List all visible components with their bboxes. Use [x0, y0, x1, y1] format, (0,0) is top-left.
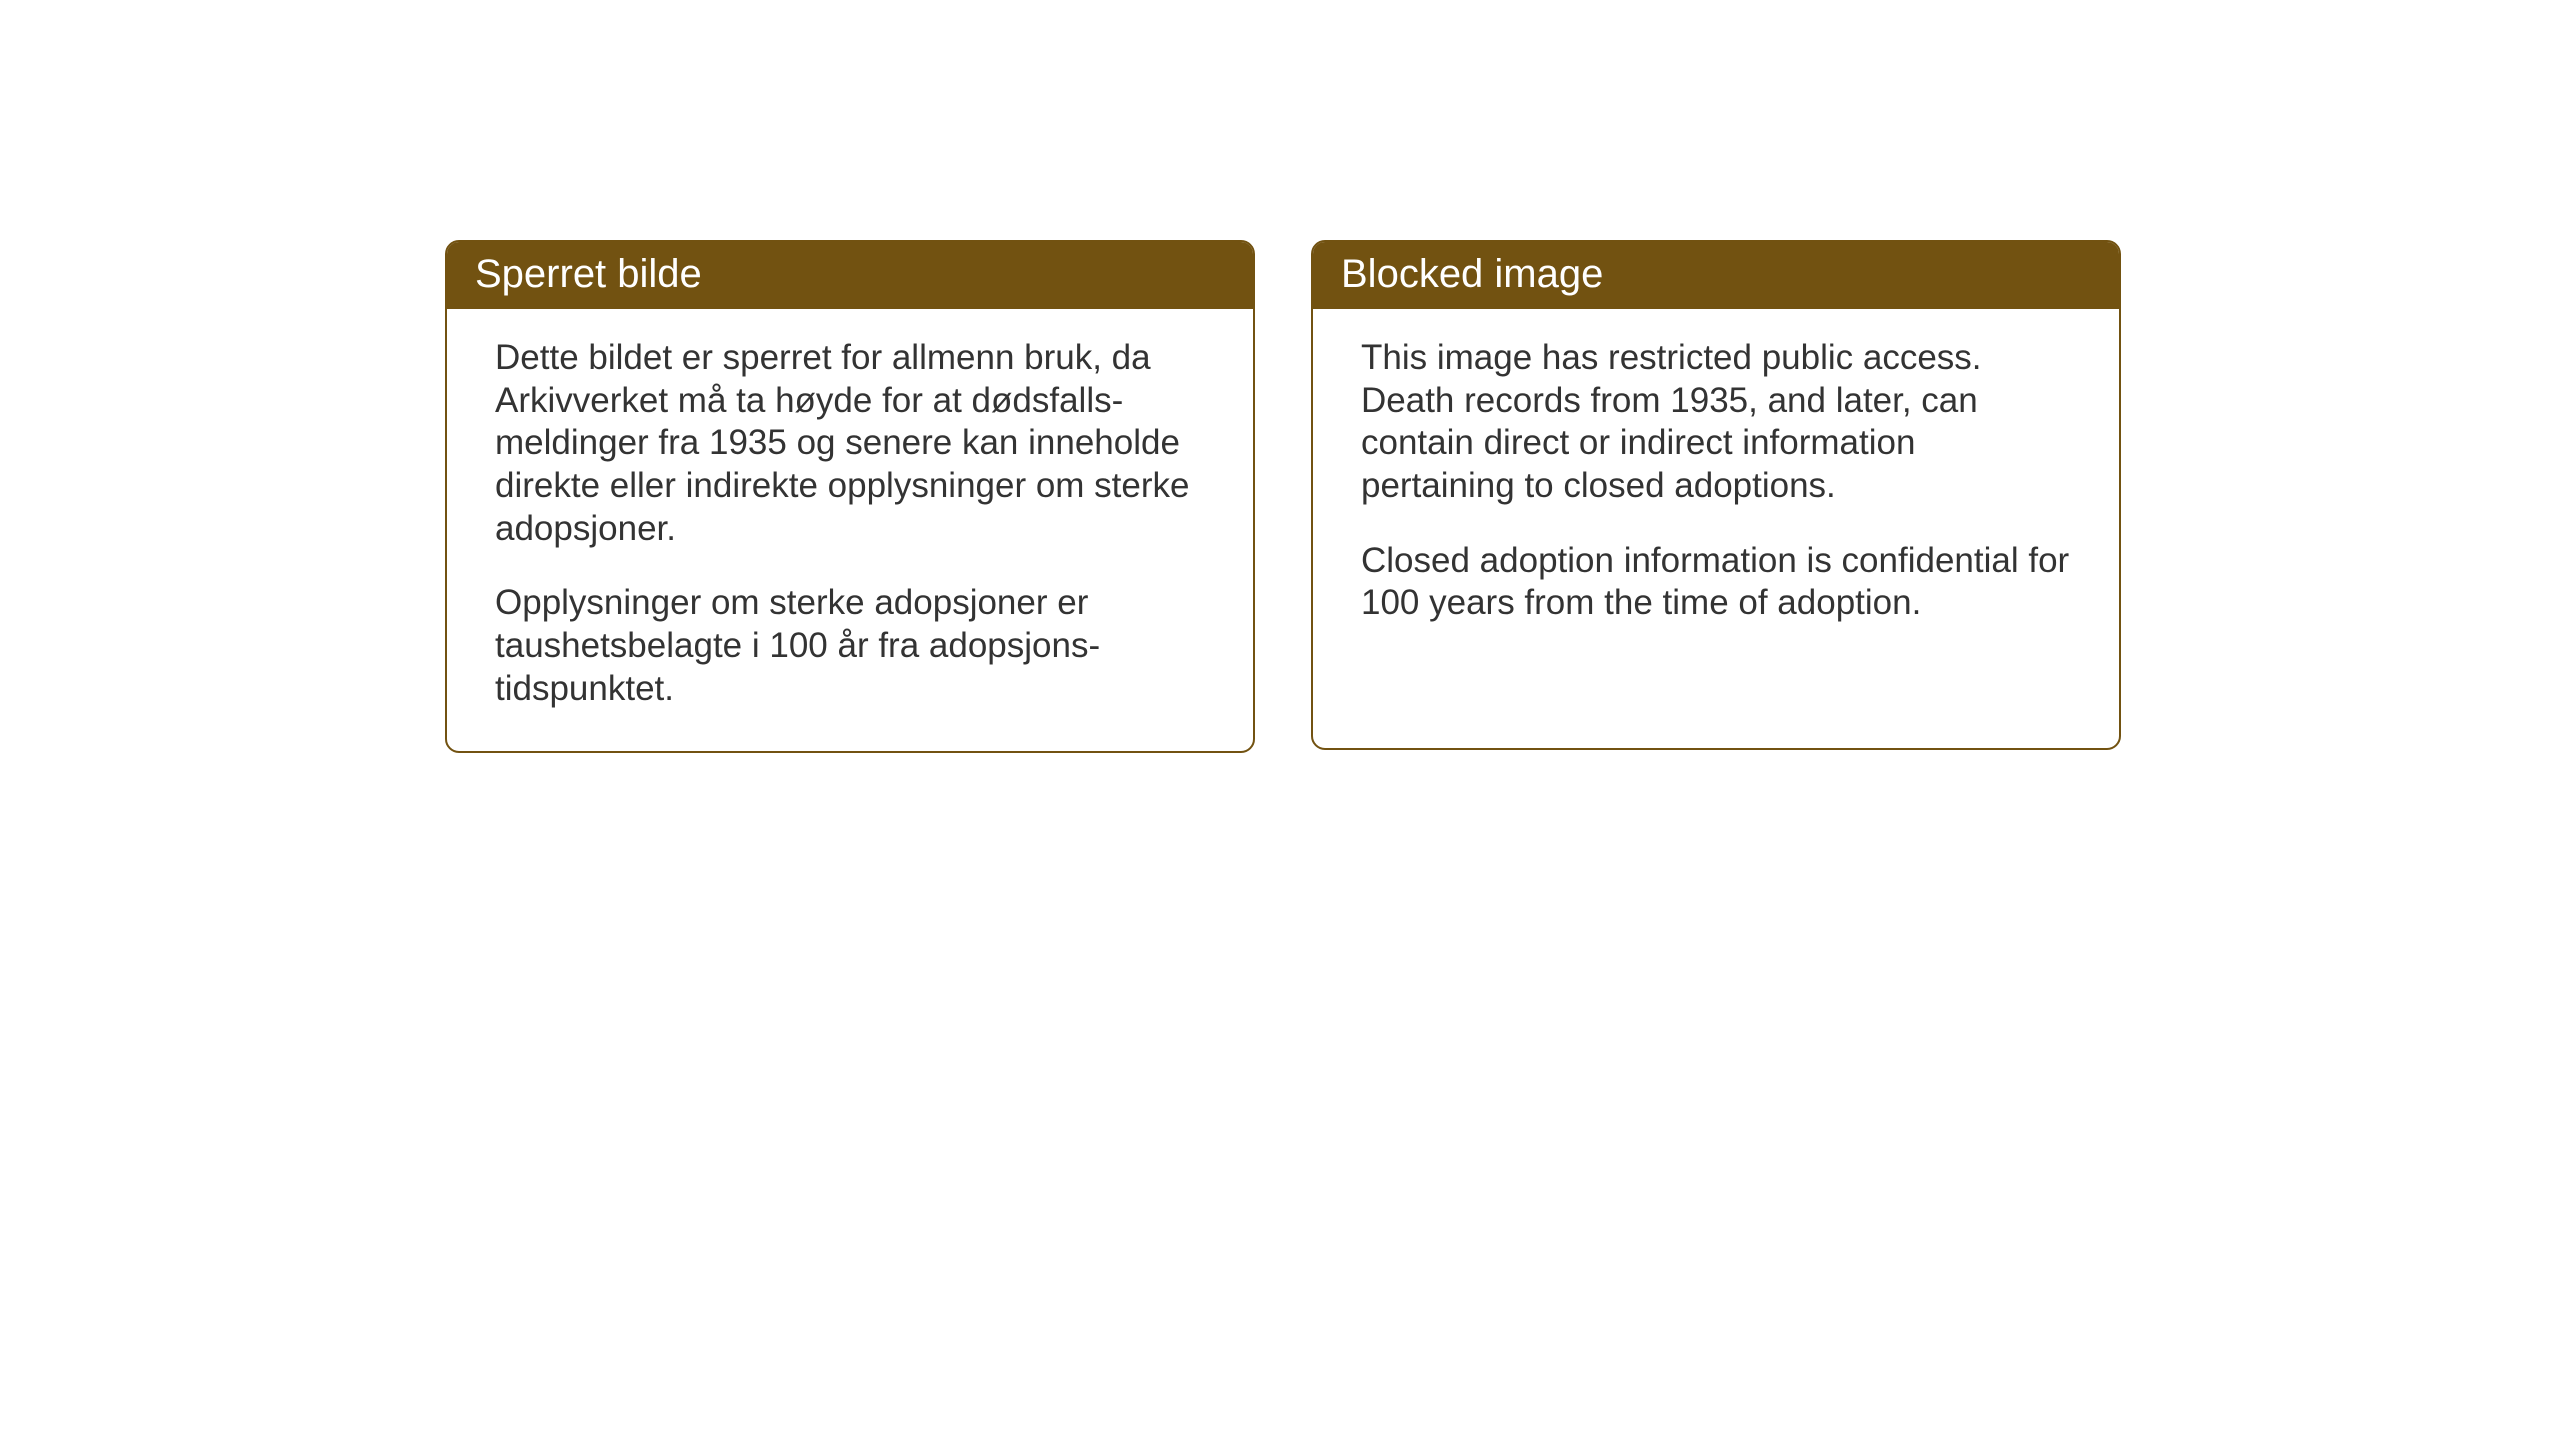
- norwegian-paragraph-2: Opplysninger om sterke adopsjoner er tau…: [495, 582, 1205, 710]
- norwegian-card-body: Dette bildet er sperret for allmenn bruk…: [447, 309, 1253, 751]
- english-card-header: Blocked image: [1313, 242, 2119, 309]
- norwegian-paragraph-1: Dette bildet er sperret for allmenn bruk…: [495, 337, 1205, 550]
- norwegian-card-header: Sperret bilde: [447, 242, 1253, 309]
- english-notice-card: Blocked image This image has restricted …: [1311, 240, 2121, 750]
- english-paragraph-2: Closed adoption information is confident…: [1361, 540, 2071, 625]
- norwegian-notice-card: Sperret bilde Dette bildet er sperret fo…: [445, 240, 1255, 753]
- english-paragraph-1: This image has restricted public access.…: [1361, 337, 2071, 508]
- english-card-body: This image has restricted public access.…: [1313, 309, 2119, 665]
- notice-cards-container: Sperret bilde Dette bildet er sperret fo…: [445, 240, 2121, 753]
